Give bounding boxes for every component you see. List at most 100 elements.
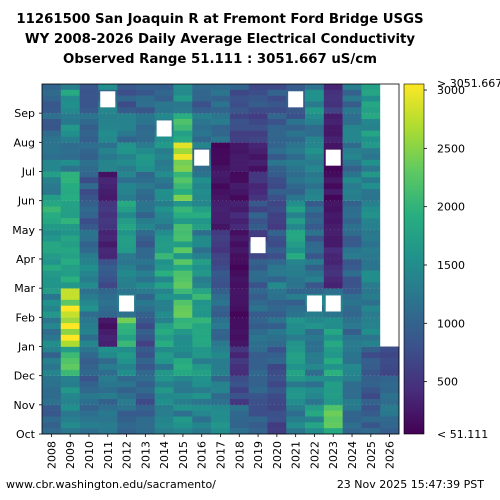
heatmap-cell — [60, 84, 80, 114]
heatmap-cell — [305, 375, 325, 406]
heatmap-cell — [60, 259, 80, 289]
heatmap-cell — [323, 288, 343, 318]
heatmap-cell — [286, 288, 306, 318]
heatmap-cell — [154, 259, 174, 289]
heatmap-cell — [229, 317, 249, 347]
heatmap-cell — [323, 346, 343, 376]
heatmap-cell — [60, 375, 80, 406]
heatmap-cell — [154, 317, 174, 347]
heatmap-cell — [380, 113, 399, 143]
heatmap-cell — [79, 404, 99, 435]
heatmap-cell — [248, 113, 268, 143]
heatmap-cell — [79, 171, 99, 201]
heatmap-cell — [42, 113, 62, 143]
heatmap-cell — [248, 404, 268, 435]
heatmap-cell — [248, 317, 268, 347]
heatmap-cell — [79, 288, 99, 318]
heatmap-cell — [361, 317, 381, 347]
heatmap-cell — [135, 229, 156, 260]
colorbar-tick-label: 2500 — [437, 142, 465, 155]
heatmap-cell — [173, 404, 193, 435]
heatmap-cell — [267, 171, 287, 201]
heatmap-cell — [79, 375, 99, 406]
heatmap-cell — [342, 171, 362, 201]
heatmap-cell — [192, 375, 212, 406]
heatmap-cell — [135, 200, 156, 231]
heatmap-cell — [135, 288, 156, 318]
heatmap-cell — [323, 229, 343, 260]
heatmap-cell — [380, 259, 399, 289]
heatmap-cell — [342, 229, 362, 260]
y-tick-label: Mar — [14, 282, 35, 295]
heatmap-cell — [60, 200, 80, 231]
heatmap-cell — [192, 171, 212, 201]
heatmap-cell — [342, 113, 362, 143]
heatmap-cell — [211, 84, 231, 114]
heatmap-cell — [98, 84, 118, 114]
heatmap-cell — [342, 84, 362, 114]
heatmap-cell — [248, 346, 268, 376]
y-tick-label: Jan — [17, 341, 35, 354]
heatmap-cell — [98, 171, 118, 201]
heatmap-cell — [361, 375, 381, 406]
heatmap-cell — [154, 142, 174, 172]
heatmap-cell — [154, 375, 174, 406]
heatmap-cell — [117, 142, 137, 172]
heatmap-cell — [361, 171, 381, 201]
heatmap-cell — [267, 288, 287, 318]
heatmap-cell — [323, 142, 343, 172]
x-tick-label: 2013 — [139, 441, 152, 469]
timestamp: 23 Nov 2025 15:47:39 PST — [336, 478, 484, 491]
y-axis: Oct Nov Dec Jan Feb Mar Apr May Jun Jul Aug Sep — [12, 107, 42, 441]
heatmap-cell — [305, 171, 325, 201]
heatmap-cell — [173, 317, 193, 347]
heatmap-cell — [286, 404, 306, 435]
heatmap-cell — [380, 142, 399, 172]
x-tick-label: 2023 — [327, 441, 340, 469]
heatmap-cell — [286, 113, 306, 143]
heatmap-cell — [361, 142, 381, 172]
heatmap-cell — [342, 317, 362, 347]
heatmap-cell — [117, 200, 137, 231]
heatmap-cell — [380, 375, 400, 406]
heatmap-cell — [135, 142, 156, 172]
heatmap-cell — [323, 375, 343, 406]
colorbar-tick-label: 500 — [437, 376, 458, 389]
heatmap-cell — [98, 200, 118, 231]
source-url: www.cbr.washington.edu/sacramento/ — [6, 478, 216, 491]
heatmap-cell — [192, 84, 212, 114]
heatmap-cell — [117, 288, 137, 318]
heatmap-cell — [79, 259, 99, 289]
x-tick-label: 2025 — [365, 441, 378, 469]
heatmap-cells — [42, 84, 400, 435]
heatmap-cell — [380, 317, 399, 347]
heatmap-cell — [323, 259, 343, 289]
heatmap-cell — [79, 229, 99, 260]
heatmap-cell — [60, 404, 80, 435]
heatmap-cell — [98, 346, 118, 376]
heatmap-cell — [117, 317, 137, 347]
heatmap-cell — [154, 171, 174, 201]
heatmap-cell — [380, 200, 399, 230]
heatmap-cell — [267, 113, 287, 143]
heatmap-cell — [361, 229, 381, 260]
heatmap-cell — [117, 171, 137, 201]
heatmap-cell — [380, 346, 400, 376]
heatmap-cell — [229, 346, 249, 376]
heatmap-cell — [135, 171, 156, 201]
heatmap-cell — [192, 259, 212, 289]
heatmap-cell — [211, 317, 231, 347]
heatmap-cell — [154, 200, 174, 231]
heatmap-cell — [305, 229, 325, 260]
colorbar-min-label: < 51.111 — [437, 428, 488, 441]
heatmap-cell — [154, 404, 174, 435]
heatmap-cell — [323, 404, 343, 435]
heatmap-cell — [173, 375, 193, 406]
heatmap-cell — [211, 259, 231, 289]
heatmap-cell — [248, 375, 268, 406]
heatmap-cell — [342, 259, 362, 289]
x-axis: 2008 2009 2010 2011 2012 2013 2014 2015 2016 2017… — [45, 434, 397, 469]
heatmap-cell — [173, 142, 193, 172]
heatmap-cell — [211, 288, 231, 318]
heatmap-cell — [211, 375, 231, 406]
